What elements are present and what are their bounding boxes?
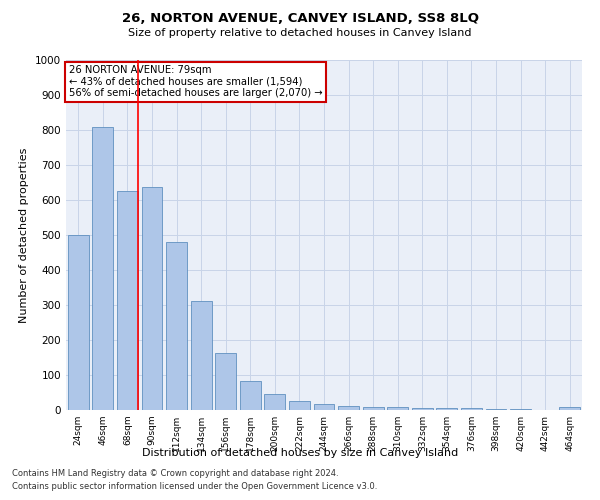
Text: Contains public sector information licensed under the Open Government Licence v3: Contains public sector information licen…: [12, 482, 377, 491]
Y-axis label: Number of detached properties: Number of detached properties: [19, 148, 29, 322]
Text: Contains HM Land Registry data © Crown copyright and database right 2024.: Contains HM Land Registry data © Crown c…: [12, 468, 338, 477]
Bar: [191, 301, 212, 410]
Text: 26 NORTON AVENUE: 79sqm
← 43% of detached houses are smaller (1,594)
56% of semi: 26 NORTON AVENUE: 79sqm ← 43% of detache…: [68, 66, 322, 98]
Bar: [117, 191, 138, 410]
Bar: [215, 354, 236, 410]
Text: Distribution of detached houses by size in Canvey Island: Distribution of detached houses by size …: [142, 448, 458, 458]
Bar: [485, 409, 506, 410]
Bar: [338, 406, 359, 410]
Bar: [436, 408, 457, 410]
Bar: [559, 407, 580, 410]
Bar: [265, 394, 286, 410]
Bar: [461, 408, 482, 410]
Bar: [412, 408, 433, 410]
Bar: [142, 186, 163, 410]
Bar: [68, 235, 89, 410]
Text: 26, NORTON AVENUE, CANVEY ISLAND, SS8 8LQ: 26, NORTON AVENUE, CANVEY ISLAND, SS8 8L…: [121, 12, 479, 26]
Bar: [387, 407, 408, 410]
Bar: [240, 382, 261, 410]
Bar: [362, 406, 383, 410]
Bar: [314, 404, 334, 410]
Bar: [289, 401, 310, 410]
Bar: [166, 242, 187, 410]
Text: Size of property relative to detached houses in Canvey Island: Size of property relative to detached ho…: [128, 28, 472, 38]
Bar: [92, 126, 113, 410]
